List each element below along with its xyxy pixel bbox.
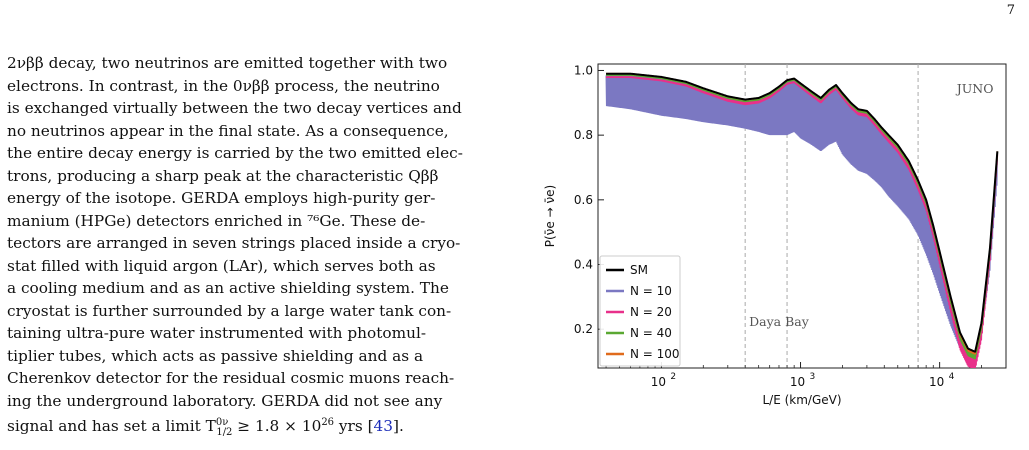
citation-link[interactable]: 43 <box>373 417 394 436</box>
survival-probability-figure: 10 2 10 3 10 4 0.2 0.4 0.6 0.8 1.0 Daya Bay JUNO SM… <box>522 52 1022 412</box>
text-line: electrons. In contrast, in the 0νββ proc… <box>7 76 440 95</box>
series-sm-line <box>605 72 999 353</box>
y-axis-label: P(ν̄e → ν̄e) <box>543 185 557 247</box>
y-tick-label: 0.2 <box>574 322 593 336</box>
legend-label: N = 40 <box>630 326 672 340</box>
text-line: stat filled with liquid argon (LAr), whi… <box>7 256 436 275</box>
x-tick-exponent: 3 <box>810 372 816 382</box>
x-tick-exponent: 2 <box>670 372 676 382</box>
text-line: tiplier tubes, which acts as passive shi… <box>7 346 424 365</box>
text-line: is exchanged virtually between the two d… <box>7 99 462 117</box>
text-line: the entire decay energy is carried by th… <box>7 144 463 162</box>
x-tick-label: 10 <box>790 375 805 389</box>
text-line: ing the underground laboratory. GERDA di… <box>7 391 443 410</box>
body-paragraph: 2νββ decay, two neutrinos are emitted to… <box>7 52 499 445</box>
page-number: 7 <box>1006 3 1015 18</box>
plot-frame <box>597 63 1007 369</box>
y-tick-label: 1.0 <box>574 63 593 77</box>
x-tick-label: 10 <box>651 375 666 389</box>
text-line: no neutrinos appear in the final state. … <box>7 121 449 140</box>
text-line: trons, producing a sharp peak at the cha… <box>7 166 439 185</box>
text-line: manium (HPGe) detectors enriched in ⁷⁶Ge… <box>7 211 426 230</box>
y-tick-label: 0.8 <box>574 128 593 142</box>
legend-label: SM <box>630 263 648 277</box>
text-line: energy of the isotope. GERDA employs hig… <box>7 189 436 207</box>
half-life-subscript: 1/2 <box>216 427 233 439</box>
text-line: cryostat is further surrounded by a larg… <box>7 301 452 320</box>
legend-label: N = 10 <box>630 284 672 298</box>
text-line: Cherenkov detector for the residual cosm… <box>7 369 455 387</box>
daya-bay-label: Daya Bay <box>749 314 810 329</box>
exponent: 26 <box>321 417 335 428</box>
legend-label: N = 100 <box>630 347 680 361</box>
text-line-last: signal and has set a limit T0ν1/2 ≥ 1.8 … <box>7 417 404 439</box>
x-tick-label: 10 <box>929 375 944 389</box>
legend-label: N = 20 <box>630 305 672 319</box>
text-line: a cooling medium and as an active shield… <box>7 279 449 297</box>
x-tick-exponent: 4 <box>949 372 955 382</box>
x-axis-label: L/E (km/GeV) <box>762 393 841 407</box>
chart-svg: 10 2 10 3 10 4 0.2 0.4 0.6 0.8 1.0 Daya Bay JUNO SM… <box>543 63 1007 407</box>
text-line: taining ultra-pure water instrumented wi… <box>7 324 427 342</box>
text-line: tectors are arranged in seven strings pl… <box>7 234 461 252</box>
y-tick-label: 0.6 <box>574 193 593 207</box>
y-tick-label: 0.4 <box>574 258 593 272</box>
text-line: 2νββ decay, two neutrinos are emitted to… <box>7 54 448 72</box>
juno-label: JUNO <box>955 81 994 96</box>
legend-box <box>599 255 681 367</box>
half-life-superscript: 0ν <box>215 417 229 428</box>
